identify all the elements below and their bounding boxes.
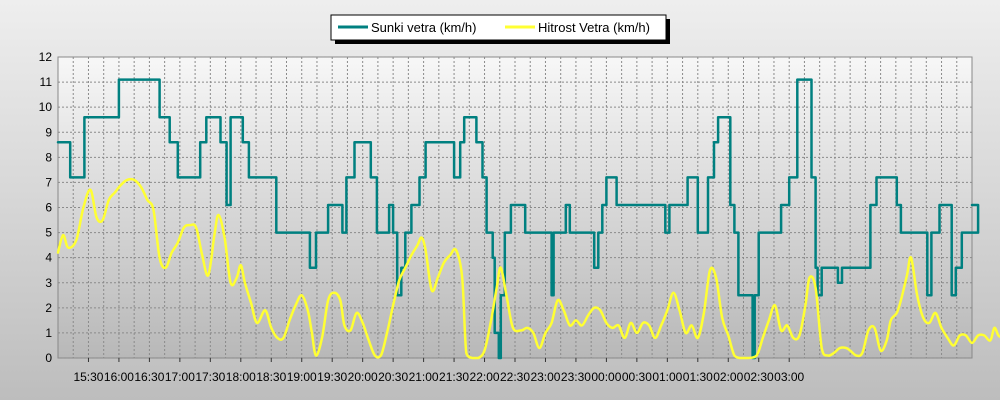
y-tick-label: 1 bbox=[45, 326, 52, 340]
x-tick-label: 00:30 bbox=[622, 370, 652, 384]
x-tick-label: 17:00 bbox=[165, 370, 195, 384]
x-tick-label: 21:00 bbox=[409, 370, 439, 384]
y-tick-label: 4 bbox=[45, 251, 52, 265]
x-tick-label: 18:30 bbox=[256, 370, 286, 384]
x-tick-label: 16:30 bbox=[134, 370, 164, 384]
x-tick-label: 01:00 bbox=[652, 370, 682, 384]
x-tick-label: 02:00 bbox=[713, 370, 743, 384]
legend-label-hitrost: Hitrost Vetra (km/h) bbox=[538, 20, 650, 35]
x-tick-label: 17:30 bbox=[195, 370, 225, 384]
x-tick-label: 15:30 bbox=[73, 370, 103, 384]
y-tick-label: 10 bbox=[39, 100, 53, 114]
x-tick-label: 18:00 bbox=[226, 370, 256, 384]
x-tick-label: 21:30 bbox=[439, 370, 469, 384]
series-line-0 bbox=[56, 78, 980, 360]
y-tick-label: 0 bbox=[45, 351, 52, 365]
y-tick-label: 6 bbox=[45, 201, 52, 215]
series-layer bbox=[56, 78, 1000, 360]
x-tick-label: 01:30 bbox=[683, 370, 713, 384]
y-tick-label: 9 bbox=[45, 125, 52, 139]
grid-lines bbox=[58, 56, 972, 359]
x-axis-ticks: 15:30 16:00 16:30 17:00 17:30 18:00 18:30 19:00… bbox=[73, 358, 805, 384]
x-tick-label: 19:30 bbox=[317, 370, 347, 384]
x-tick-label: 00:00 bbox=[591, 370, 621, 384]
y-tick-label: 5 bbox=[45, 226, 52, 240]
legend: Sunki vetra (km/h) Hitrost Vetra (km/h) bbox=[330, 14, 670, 44]
y-tick-label: 3 bbox=[45, 276, 52, 290]
x-tick-label: 22:00 bbox=[470, 370, 500, 384]
x-tick-label: 02:30 bbox=[744, 370, 774, 384]
x-tick-label: 20:00 bbox=[348, 370, 378, 384]
series-line-1 bbox=[56, 177, 1000, 360]
y-tick-label: 8 bbox=[45, 150, 52, 164]
y-tick-label: 7 bbox=[45, 175, 52, 189]
x-tick-label: 22:30 bbox=[500, 370, 530, 384]
x-tick-label: 19:00 bbox=[287, 370, 317, 384]
x-tick-label: 03:00 bbox=[774, 370, 804, 384]
y-tick-label: 2 bbox=[45, 301, 52, 315]
legend-label-sunki: Sunki vetra (km/h) bbox=[371, 20, 476, 35]
x-tick-label: 23:30 bbox=[561, 370, 591, 384]
x-tick-label: 23:00 bbox=[530, 370, 560, 384]
y-tick-label: 12 bbox=[39, 50, 53, 64]
x-tick-label: 20:30 bbox=[378, 370, 408, 384]
y-tick-label: 11 bbox=[40, 75, 53, 89]
x-tick-label: 16:00 bbox=[104, 370, 134, 384]
